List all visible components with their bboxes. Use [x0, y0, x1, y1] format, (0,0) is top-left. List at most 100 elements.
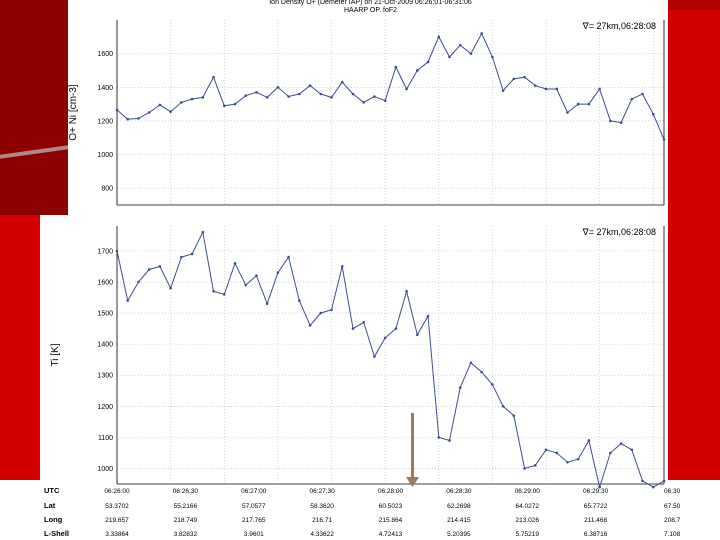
data-point — [276, 271, 280, 274]
table-cell: 64.0272 — [516, 503, 540, 510]
data-point — [362, 101, 365, 104]
data-point — [244, 94, 248, 97]
arrow-shaft — [411, 413, 414, 478]
time-marker-arrow — [406, 413, 419, 487]
data-point — [469, 52, 473, 55]
data-point — [137, 117, 140, 120]
data-point — [651, 112, 655, 116]
table-cell: 4.72413 — [379, 531, 403, 538]
data-point — [233, 262, 237, 265]
y-axis-label: Ti [K] — [50, 343, 61, 366]
data-point — [651, 485, 655, 489]
data-point — [512, 77, 516, 81]
data-point — [566, 111, 569, 114]
chart-title: Ion Density O+ (Demeter IAP) on 21-Oct-2… — [269, 0, 472, 6]
data-point — [169, 110, 172, 113]
data-point — [158, 265, 162, 268]
data-point — [480, 32, 483, 35]
data-point — [340, 80, 344, 84]
data-point — [641, 92, 644, 96]
y-tick-label: 800 — [101, 186, 113, 193]
data-point — [212, 75, 215, 79]
chart-subtitle: HAARP OP. foF2 — [344, 7, 397, 14]
data-point — [201, 96, 205, 99]
legend-label: ∇= 27km,06:28:08 — [582, 21, 656, 31]
data-point — [190, 97, 194, 101]
data-point — [458, 386, 462, 389]
y-tick-label: 1700 — [97, 248, 113, 255]
data-point — [458, 43, 462, 47]
data-point — [533, 464, 537, 467]
data-point — [437, 436, 441, 439]
data-point — [544, 448, 548, 452]
table-cell: 4.33622 — [310, 531, 334, 538]
data-point — [383, 99, 387, 103]
table-cell: 06:26:30 — [173, 488, 199, 495]
data-point — [255, 274, 258, 278]
data-point — [523, 75, 526, 79]
data-point — [598, 87, 601, 91]
data-point — [662, 138, 666, 141]
data-point — [630, 448, 634, 452]
data-point — [491, 383, 494, 386]
data-point — [180, 101, 183, 104]
table-cell: 5.75219 — [516, 531, 540, 538]
table-cell: 214.415 — [447, 517, 471, 524]
table-cell: 218.749 — [174, 517, 198, 524]
y-tick-label: 1200 — [97, 404, 113, 411]
data-point — [308, 84, 312, 87]
y-tick-label: 1000 — [97, 152, 113, 159]
data-point — [255, 91, 258, 94]
data-point — [222, 293, 226, 296]
data-point — [137, 280, 140, 284]
data-point — [587, 102, 591, 106]
data-point — [319, 92, 323, 96]
data-point — [233, 102, 237, 106]
y-axis-label: O+ Ni [cm-3] — [68, 84, 79, 141]
data-point — [373, 355, 376, 358]
table-cell: 211.468 — [584, 517, 607, 524]
data-point — [383, 336, 387, 340]
data-point — [533, 84, 537, 87]
data-point — [480, 370, 483, 374]
y-tick-label: 1400 — [97, 85, 113, 92]
table-cell: 60.5023 — [379, 503, 403, 510]
data-point — [576, 457, 580, 461]
data-point — [158, 103, 162, 107]
data-point — [115, 249, 119, 253]
table-row-header: Lat — [44, 501, 56, 510]
data-point — [287, 95, 290, 98]
data-point — [212, 289, 215, 293]
y-tick-label: 1000 — [97, 466, 113, 473]
data-point — [373, 95, 376, 98]
data-point — [405, 289, 408, 293]
data-point — [426, 314, 430, 318]
table-cell: 06:29:30 — [583, 488, 609, 495]
table-cell: 06:26:00 — [104, 488, 130, 495]
data-point — [265, 96, 269, 99]
data-point — [287, 255, 290, 259]
table-cell: 55.2166 — [174, 503, 198, 510]
data-point — [630, 97, 634, 101]
data-point — [351, 327, 355, 330]
table-panel — [0, 480, 720, 540]
table-cell: 6.38716 — [584, 531, 608, 538]
data-point — [351, 92, 355, 96]
table-cell: 06:28:30 — [446, 488, 472, 495]
data-point — [340, 265, 344, 268]
data-point — [501, 404, 505, 408]
data-point — [201, 230, 205, 234]
data-point — [587, 439, 591, 442]
data-point — [641, 479, 644, 483]
background-dark-panel — [0, 0, 68, 215]
data-point — [619, 442, 623, 445]
data-point — [180, 255, 183, 259]
table-cell: 213.026 — [516, 517, 540, 524]
table-cell: 3.33864 — [105, 531, 129, 538]
data-point — [298, 299, 301, 302]
data-point — [362, 321, 365, 324]
data-point — [298, 92, 301, 96]
table-cell: 57.0577 — [242, 503, 266, 510]
arrow-head — [406, 477, 419, 487]
